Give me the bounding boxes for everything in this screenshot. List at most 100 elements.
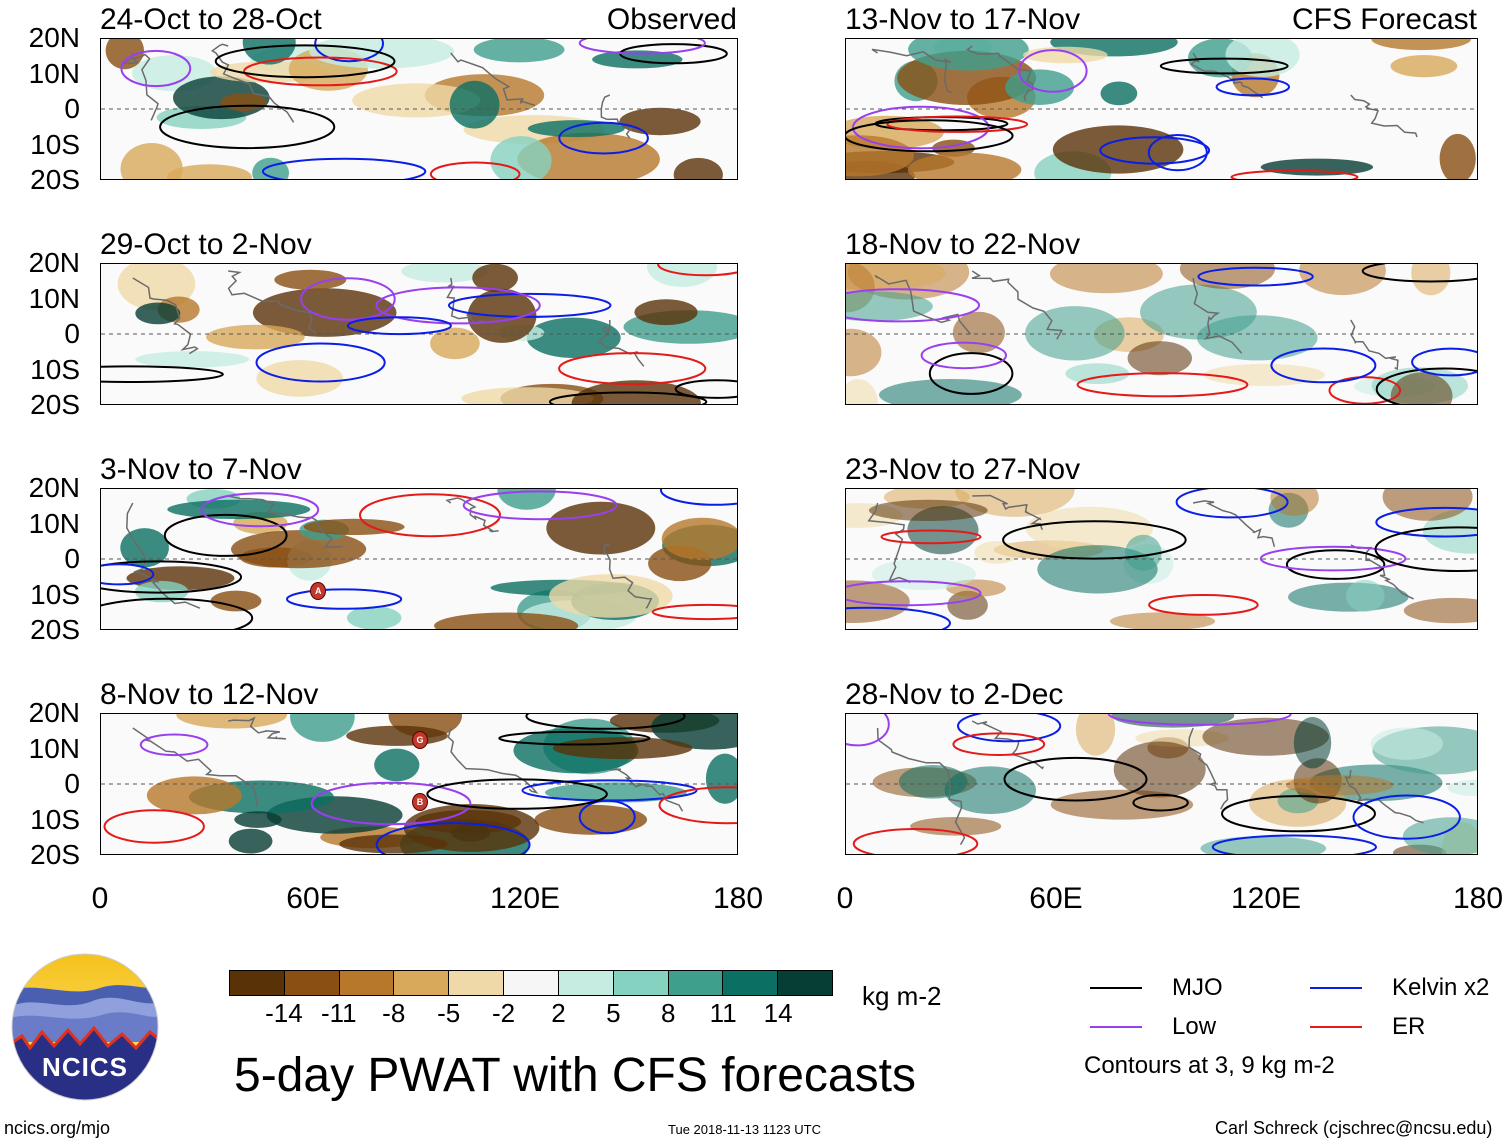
pwat-anomaly [1049, 264, 1163, 294]
panel-title-5: 13-Nov to 17-Nov [845, 3, 1081, 36]
colorbar-tick: -5 [437, 998, 461, 1028]
lat-tick-row2-20s: 20S [30, 389, 80, 420]
wave-contour [558, 352, 707, 386]
pwat-anomaly [1370, 727, 1443, 760]
colorbar-swatch [667, 971, 723, 995]
map-field [846, 264, 1477, 404]
pwat-anomaly [549, 574, 673, 618]
panel-title-3: 3-Nov to 7-Nov [100, 453, 302, 486]
pwat-anomaly [256, 360, 343, 397]
colorbar-tick: -14 [265, 998, 303, 1028]
pwat-anomaly [974, 541, 1021, 564]
wave-contour [852, 105, 990, 150]
wave-contour [957, 714, 1062, 743]
wave-contour [1411, 347, 1477, 377]
pwat-anomaly [545, 782, 687, 803]
wave-contour [1099, 136, 1211, 165]
lat-tick-row1-20s: 20S [30, 164, 80, 195]
coastline [122, 52, 159, 121]
lon-tick-right-60e: 60E [1029, 882, 1083, 915]
wave-contour [1107, 714, 1292, 726]
pwat-anomaly [1025, 306, 1125, 361]
wave-contour [462, 490, 618, 521]
wave-contour [1352, 794, 1461, 840]
pwat-anomaly [1345, 579, 1385, 612]
wave-contour [426, 778, 608, 810]
coastline [126, 502, 201, 609]
lon-tick-right-120e: 120E [1230, 882, 1302, 915]
pwat-anomaly [1109, 612, 1216, 629]
wave-contour [846, 580, 982, 607]
wave-contour [1221, 795, 1376, 833]
colorbar-tick: 5 [606, 998, 621, 1028]
pwat-anomaly [527, 120, 625, 138]
lat-tick-row3-10n: 10N [28, 507, 80, 539]
observed-label: Observed [606, 3, 737, 36]
pwat-anomaly [135, 302, 181, 325]
wave-contour [359, 493, 501, 538]
legend-line-low [1090, 1026, 1142, 1028]
wave-contour [1375, 367, 1477, 404]
panel-title-8: 28-Nov to 2-Dec [845, 678, 1064, 711]
pwat-anomaly [1371, 39, 1472, 51]
colorbar [229, 970, 833, 996]
ncics-logo-text: NCICS [42, 1052, 128, 1082]
wave-contour [1328, 376, 1402, 404]
lat-tick-row2-20n: 20N [28, 247, 80, 278]
pwat-anomaly [1390, 372, 1453, 404]
pwat-anomaly [907, 152, 1022, 179]
storm-marker: A [310, 581, 327, 600]
lat-tick-row4-10n: 10N [28, 732, 80, 764]
lon-tick-left-180: 180 [712, 882, 764, 915]
map-field [846, 714, 1477, 854]
colorbar-swatch [448, 971, 504, 995]
pwat-anomaly [1203, 363, 1325, 386]
pwat-anomaly [705, 753, 737, 804]
lat-tick-row1-10n: 10N [28, 57, 80, 89]
map-field [846, 39, 1477, 179]
pwat-anomaly [303, 518, 405, 535]
wave-contour [846, 606, 951, 629]
lat-tick-row1-10s: 10S [30, 128, 80, 160]
wave-contour [101, 365, 224, 383]
lat-tick-row4-20n: 20N [28, 697, 80, 728]
pwat-anomaly [231, 530, 367, 569]
ncics-logo-graphic [11, 953, 159, 1101]
footer-timestamp: Tue 2018-11-13 1123 UTC [668, 1122, 821, 1137]
footer-url[interactable]: ncics.org/mjo [4, 1118, 111, 1138]
pwat-anomaly [252, 157, 289, 179]
pwat-anomaly [1403, 597, 1477, 624]
coastline [871, 48, 952, 93]
wave-contour [101, 560, 243, 594]
lat-tick-row4-20s: 20S [30, 839, 80, 870]
lat-tick-row3-20n: 20N [28, 472, 80, 503]
pwat-anomaly [1125, 534, 1162, 571]
colorbar-tick: -8 [382, 998, 406, 1028]
pwat-anomaly [1052, 125, 1184, 174]
ncics-logo: NCICS [10, 952, 160, 1102]
pwat-anomaly [898, 765, 968, 799]
pwat-anomaly [449, 80, 500, 129]
pwat-anomaly [947, 590, 988, 620]
wave-contour [578, 799, 636, 835]
pwat-anomaly [1075, 714, 1116, 756]
wave-contour [548, 391, 708, 404]
lat-tick-row2-0: 0 [64, 318, 80, 349]
pwat-anomaly [1293, 717, 1332, 769]
main-title: 5-day PWAT with CFS forecasts [234, 1049, 916, 1102]
wave-contour [1132, 793, 1189, 812]
colorbar-tick: 8 [661, 998, 676, 1028]
forecast-label: CFS Forecast [1291, 3, 1477, 36]
pwat-anomaly [274, 269, 347, 290]
pwat-anomaly [166, 164, 252, 179]
lon-tick-right-180: 180 [1452, 882, 1504, 915]
lon-tick-left-120e: 120E [489, 882, 561, 915]
coastline [228, 716, 287, 740]
wave-contour [1002, 520, 1187, 560]
pwat-anomaly [1113, 741, 1206, 798]
legend-label-mjo: MJO [1172, 974, 1223, 1001]
wave-contour [375, 822, 531, 854]
wave-contour [214, 44, 396, 79]
legend-line-mjo [1090, 987, 1142, 989]
panel-title-6: 18-Nov to 22-Nov [845, 228, 1081, 261]
